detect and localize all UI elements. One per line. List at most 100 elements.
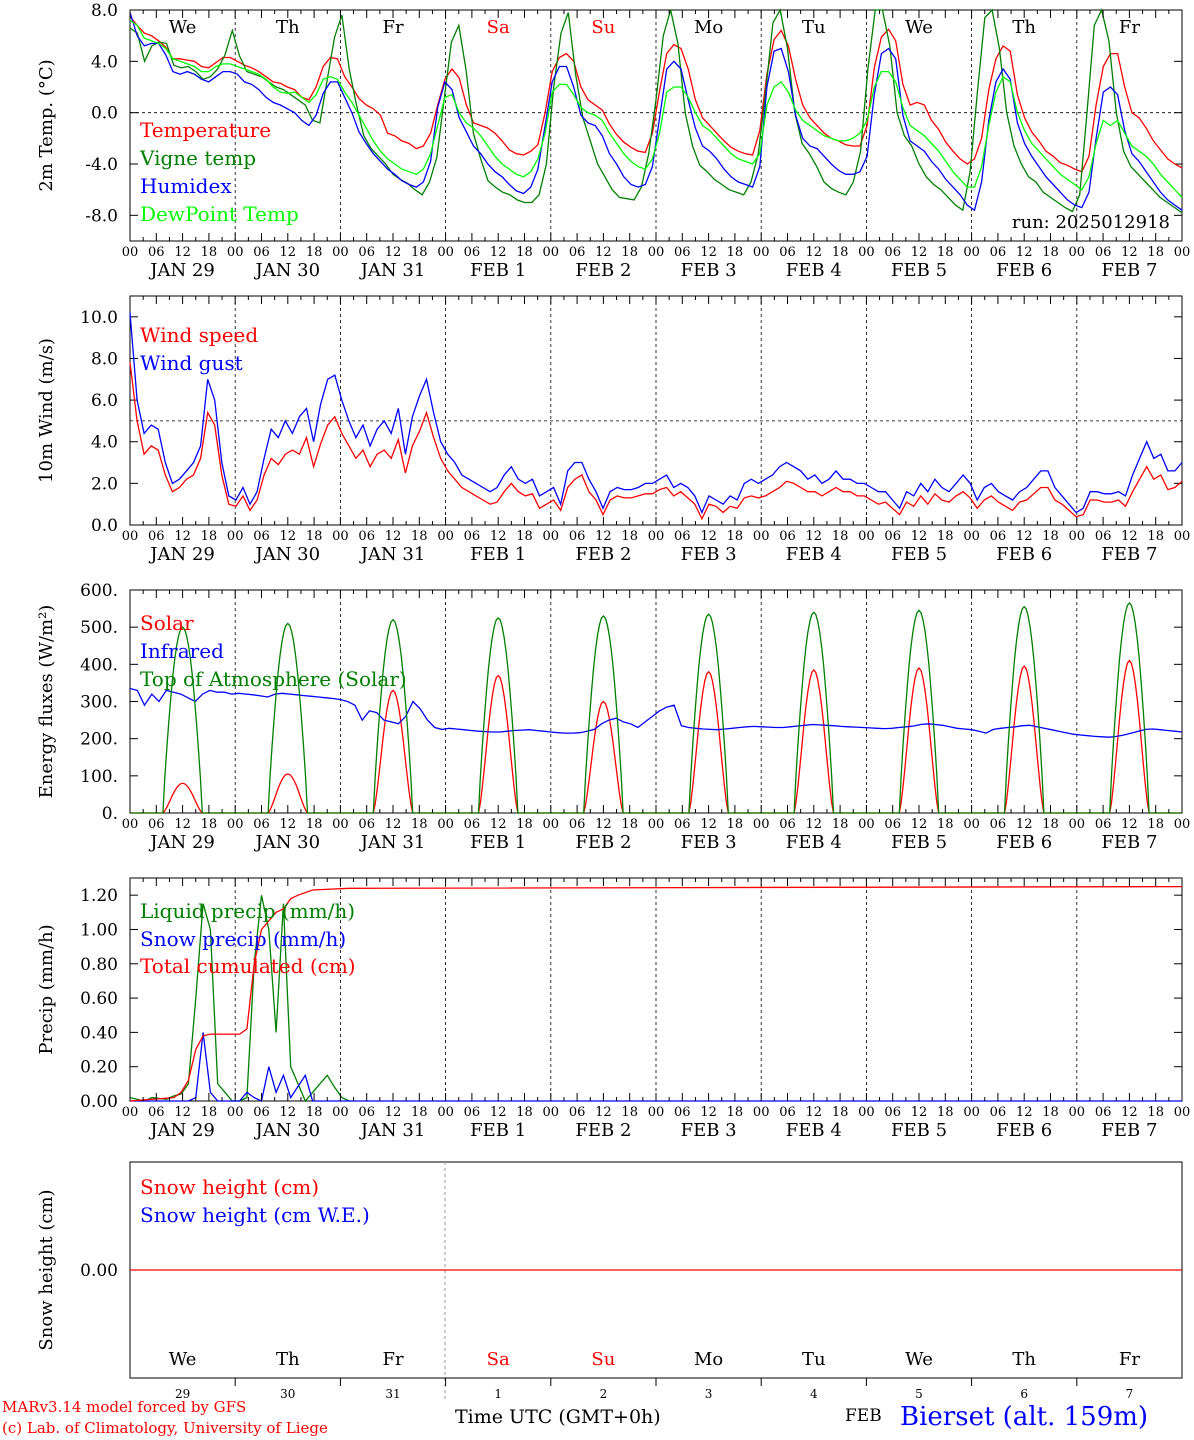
hour-tick-label: 06 xyxy=(148,529,165,544)
y-tick-label: 8.0 xyxy=(91,349,118,369)
hour-tick-label: 18 xyxy=(727,245,744,260)
y-tick-label: 6.0 xyxy=(91,391,118,411)
day-number-label: 1 xyxy=(494,1387,502,1401)
date-label: JAN 31 xyxy=(359,832,426,853)
legend-entry: Snow precip (mm/h) xyxy=(140,927,346,951)
date-label: JAN 29 xyxy=(148,832,215,853)
hour-tick-label: 00 xyxy=(227,1105,244,1120)
hour-tick-label: 18 xyxy=(727,529,744,544)
hour-tick-label: 06 xyxy=(884,529,901,544)
hour-tick-label: 18 xyxy=(1147,817,1164,832)
day-of-week-label: Th xyxy=(276,1349,300,1370)
hour-tick-label: 18 xyxy=(1147,1105,1164,1120)
day-of-week-label: Th xyxy=(276,17,300,38)
hour-tick-label: 18 xyxy=(201,245,218,260)
legend-entry: Snow height (cm W.E.) xyxy=(140,1203,370,1227)
hour-tick-label: 18 xyxy=(832,1105,849,1120)
day-of-week-label: Fr xyxy=(382,17,403,38)
hour-tick-label: 00 xyxy=(858,817,875,832)
hour-tick-label: 00 xyxy=(122,1105,139,1120)
hour-tick-label: 00 xyxy=(753,817,770,832)
month-label: FEB xyxy=(845,1406,882,1426)
date-label: FEB 6 xyxy=(996,832,1052,853)
hour-tick-label: 06 xyxy=(464,245,481,260)
date-label: FEB 4 xyxy=(786,832,842,853)
hour-tick-label: 00 xyxy=(437,529,454,544)
series-line-infrared xyxy=(129,687,1183,738)
hour-tick-label: 18 xyxy=(306,1105,323,1120)
hour-tick-label: 12 xyxy=(1016,245,1033,260)
y-axis-label: Energy fluxes (W/m²) xyxy=(36,605,57,799)
day-of-week-label: Fr xyxy=(1119,1349,1140,1370)
date-label: JAN 30 xyxy=(254,544,321,565)
hour-tick-label: 00 xyxy=(1174,529,1191,544)
legend-entry: Solar xyxy=(140,611,194,635)
date-label: FEB 1 xyxy=(470,544,526,565)
hour-tick-label: 18 xyxy=(201,817,218,832)
hour-tick-label: 06 xyxy=(464,817,481,832)
series-line-wind-speed xyxy=(129,362,1183,521)
date-label: FEB 3 xyxy=(681,832,737,853)
hour-tick-label: 00 xyxy=(332,529,349,544)
day-number-label: 5 xyxy=(915,1387,923,1401)
hour-tick-label: 06 xyxy=(253,1105,270,1120)
hour-tick-label: 00 xyxy=(648,529,665,544)
hour-tick-label: 00 xyxy=(332,1105,349,1120)
series-group xyxy=(129,312,1183,521)
date-label: FEB 2 xyxy=(575,832,631,853)
hour-tick-label: 18 xyxy=(621,1105,638,1120)
date-label: JAN 31 xyxy=(359,260,426,281)
hour-tick-label: 00 xyxy=(753,529,770,544)
hour-tick-label: 06 xyxy=(148,1105,165,1120)
y-tick-label: 0. xyxy=(102,804,118,824)
legend-entry: Liquid precip (mm/h) xyxy=(140,899,355,923)
series-group xyxy=(129,8,1183,214)
legend-entry: Temperature xyxy=(140,118,271,142)
y-tick-label: 500. xyxy=(80,618,118,638)
hour-tick-label: 00 xyxy=(437,1105,454,1120)
hour-tick-label: 06 xyxy=(569,1105,586,1120)
hour-tick-label: 12 xyxy=(1121,1105,1138,1120)
hour-tick-label: 12 xyxy=(1016,1105,1033,1120)
y-axis-label: Snow height (cm) xyxy=(36,1189,57,1350)
hour-tick-label: 00 xyxy=(122,245,139,260)
series-line-temperature xyxy=(129,15,1183,173)
date-label: JAN 30 xyxy=(254,260,321,281)
day-number-label: 29 xyxy=(175,1387,190,1401)
day-of-week-label: We xyxy=(169,17,197,38)
y-tick-label: 0.00 xyxy=(80,1092,118,1112)
hour-tick-label: 06 xyxy=(674,1105,691,1120)
hour-tick-label: 12 xyxy=(490,817,507,832)
hour-tick-label: 06 xyxy=(253,529,270,544)
hour-tick-label: 18 xyxy=(1042,245,1059,260)
date-label: JAN 31 xyxy=(359,1120,426,1141)
hour-tick-label: 06 xyxy=(779,1105,796,1120)
hour-tick-label: 12 xyxy=(490,1105,507,1120)
hour-tick-label: 12 xyxy=(806,245,823,260)
hour-tick-label: 06 xyxy=(884,817,901,832)
hour-tick-label: 06 xyxy=(990,1105,1007,1120)
hour-tick-label: 12 xyxy=(1121,817,1138,832)
hour-tick-label: 00 xyxy=(1174,245,1191,260)
hour-tick-label: 18 xyxy=(306,529,323,544)
day-number-label: 7 xyxy=(1126,1387,1134,1401)
day-number-label: 2 xyxy=(600,1387,608,1401)
hour-tick-label: 12 xyxy=(174,245,191,260)
hour-tick-label: 00 xyxy=(227,817,244,832)
hour-tick-label: 12 xyxy=(280,245,297,260)
hour-tick-label: 12 xyxy=(1016,817,1033,832)
hour-tick-label: 12 xyxy=(490,529,507,544)
hour-tick-label: 18 xyxy=(621,529,638,544)
date-label: FEB 4 xyxy=(786,1120,842,1141)
panel-2: 0.0 2.0 4.0 6.0 8.0 10.0 10m Wind (m/s) Wind sp… xyxy=(36,295,1191,565)
day-of-week-label: Th xyxy=(1012,1349,1036,1370)
hour-tick-label: 00 xyxy=(1069,1105,1086,1120)
y-tick-label: 300. xyxy=(80,693,118,713)
hour-tick-label: 00 xyxy=(648,817,665,832)
model-credit-line-1: MARv3.14 model forced by GFS xyxy=(2,1398,247,1416)
day-of-week-label: Mo xyxy=(694,17,723,38)
day-of-week-label: We xyxy=(905,17,933,38)
date-label: FEB 5 xyxy=(891,1120,947,1141)
hour-tick-label: 12 xyxy=(911,817,928,832)
y-tick-label: 0.60 xyxy=(80,989,118,1009)
